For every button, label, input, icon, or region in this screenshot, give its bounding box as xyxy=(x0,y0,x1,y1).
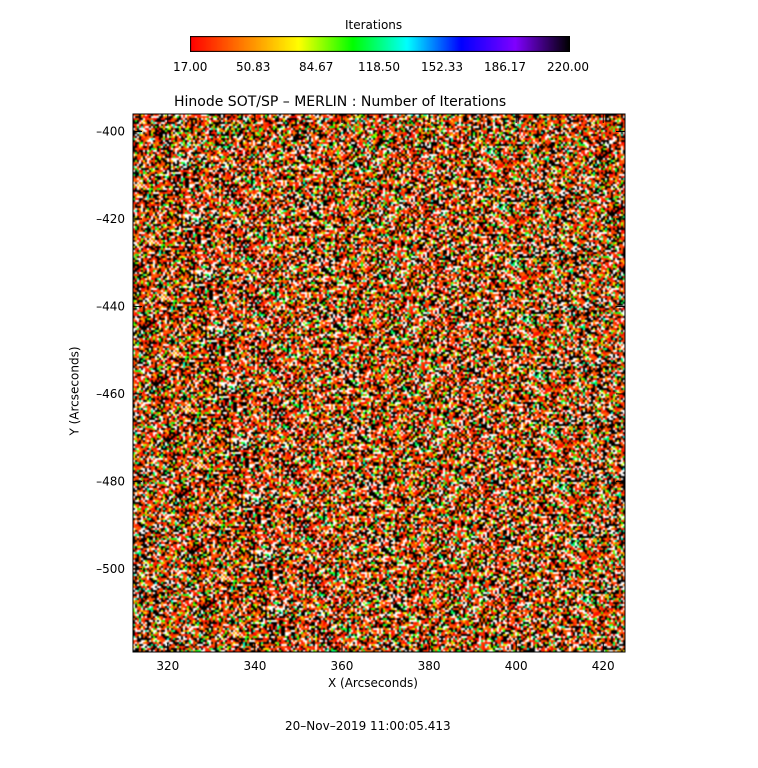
y-tick-label: –500 xyxy=(96,562,125,576)
y-axis-label: Y (Arcseconds) xyxy=(67,346,82,436)
y-tick-label: –440 xyxy=(96,299,125,313)
x-tick-label: 360 xyxy=(331,659,354,673)
heatmap-image xyxy=(133,114,625,652)
chart-title: Hinode SOT/SP – MERLIN : Number of Itera… xyxy=(174,94,507,110)
x-axis-label: X (Arcseconds) xyxy=(328,676,418,690)
colorbar-tick-label: 220.00 xyxy=(547,60,589,74)
timestamp: 20–Nov–2019 11:00:05.413 xyxy=(285,719,451,733)
y-tick-label: –420 xyxy=(96,212,125,226)
colorbar-tick-label: 84.67 xyxy=(299,60,334,74)
colorbar-tick-label: 50.83 xyxy=(236,60,271,74)
colorbar-tick-label: 17.00 xyxy=(173,60,208,74)
x-tick-label: 340 xyxy=(243,659,266,673)
colorbar-tick-label: 152.33 xyxy=(421,60,463,74)
colorbar-tick-label: 186.17 xyxy=(484,60,526,74)
x-tick-label: 420 xyxy=(592,659,615,673)
y-tick-label: –480 xyxy=(96,474,125,488)
plot-frame xyxy=(132,113,626,653)
colorbar xyxy=(190,36,570,52)
x-tick-label: 320 xyxy=(156,659,179,673)
x-tick-label: 380 xyxy=(418,659,441,673)
x-tick-label: 400 xyxy=(505,659,528,673)
colorbar-title: Iterations xyxy=(345,18,403,32)
colorbar-tick-label: 118.50 xyxy=(358,60,400,74)
y-tick-label: –400 xyxy=(96,124,125,138)
y-tick-label: –460 xyxy=(96,387,125,401)
